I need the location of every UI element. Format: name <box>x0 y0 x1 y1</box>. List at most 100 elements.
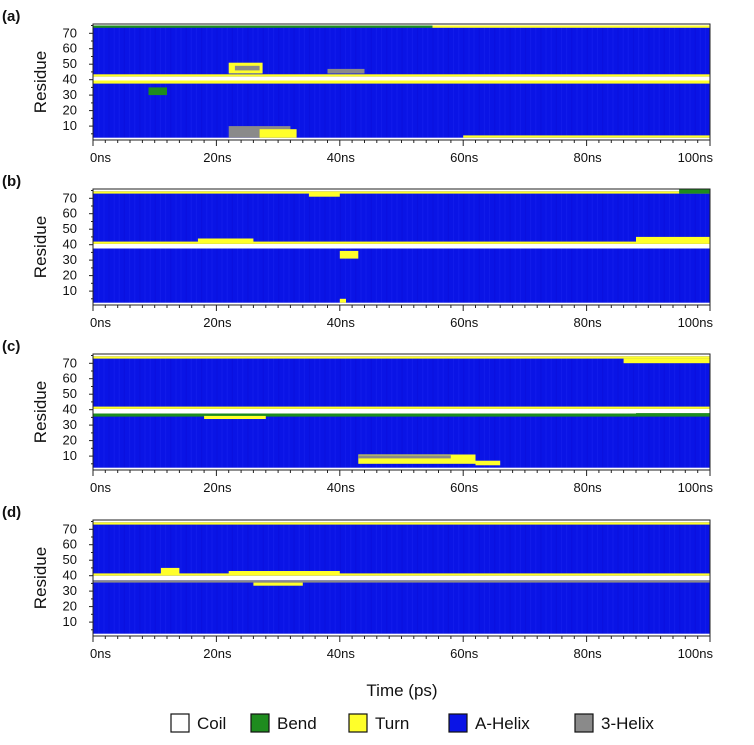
y-tick-label: 20 <box>63 268 77 283</box>
legend-item-coil: Coil <box>170 713 226 733</box>
region-three-helix <box>234 65 260 71</box>
region-turn <box>228 571 340 575</box>
y-tick-label: 60 <box>63 371 77 386</box>
panel-label: (b) <box>2 173 21 190</box>
region-turn <box>623 358 710 364</box>
legend-item-three-helix: 3-Helix <box>574 713 654 733</box>
region-turn <box>463 135 710 138</box>
region-bend <box>679 189 710 194</box>
y-tick-label: 10 <box>63 614 77 629</box>
y-tick-label: 50 <box>63 56 77 71</box>
region-turn <box>93 522 710 525</box>
x-tick-label: 80ns <box>573 150 602 165</box>
x-tick-label: 80ns <box>573 480 602 495</box>
y-tick-label: 30 <box>63 583 77 598</box>
region-turn <box>93 573 710 576</box>
y-tick-label: 40 <box>63 402 77 417</box>
region-coil <box>93 408 710 414</box>
legend-label: A-Helix <box>475 714 530 733</box>
legend-swatch <box>348 713 368 733</box>
y-tick-label: 20 <box>63 599 77 614</box>
region-bend <box>93 413 710 417</box>
region-turn <box>93 406 710 409</box>
legend-item-a-helix: A-Helix <box>448 713 530 733</box>
region-turn <box>253 582 303 586</box>
region-coil <box>93 467 710 470</box>
legend: Coil Bend Turn A-Helix 3-Helix <box>170 713 654 733</box>
region-turn <box>308 192 340 197</box>
x-tick-label: 40ns <box>327 646 356 661</box>
region-three-helix <box>93 580 710 583</box>
region-coil <box>93 24 710 26</box>
x-tick-label: 60ns <box>450 315 479 330</box>
region-turn <box>93 241 710 244</box>
y-tick-label: 40 <box>63 72 77 87</box>
x-tick-label: 20ns <box>203 646 232 661</box>
legend-label: Coil <box>197 714 226 733</box>
y-tick-label: 50 <box>63 386 77 401</box>
x-tick-label: 20ns <box>203 150 232 165</box>
region-turn <box>339 250 359 259</box>
y-tick-label: 30 <box>63 417 77 432</box>
region-turn <box>93 80 710 84</box>
legend-label: 3-Helix <box>601 714 654 733</box>
x-tick-label: 60ns <box>450 150 479 165</box>
region-turn <box>475 460 501 466</box>
x-tick-label: 0ns <box>90 480 111 495</box>
region-turn <box>204 415 266 419</box>
region-turn <box>432 25 710 28</box>
y-tick-label: 70 <box>63 25 77 40</box>
x-tick-label: 60ns <box>450 480 479 495</box>
y-tick-label: 10 <box>63 283 77 298</box>
x-tick-label: 40ns <box>327 315 356 330</box>
y-tick-label: 30 <box>63 87 77 102</box>
legend-label: Bend <box>277 714 317 733</box>
panel-label: (d) <box>2 504 21 521</box>
x-tick-label: 0ns <box>90 150 111 165</box>
x-tick-label: 100ns <box>678 315 714 330</box>
x-tick-label: 0ns <box>90 315 111 330</box>
y-tick-label: 70 <box>63 355 77 370</box>
x-tick-label: 0ns <box>90 646 111 661</box>
y-tick-label: 70 <box>63 190 77 205</box>
y-axis-title: Residue <box>31 547 50 609</box>
y-tick-label: 20 <box>63 103 77 118</box>
legend-item-bend: Bend <box>250 713 317 733</box>
region-turn <box>93 74 710 77</box>
x-tick-label: 100ns <box>678 480 714 495</box>
region-turn <box>636 236 710 244</box>
region-turn <box>160 567 180 575</box>
y-axis-title: Residue <box>31 51 50 113</box>
region-coil <box>93 633 710 636</box>
region-bend <box>636 413 710 414</box>
y-tick-label: 30 <box>63 252 77 267</box>
x-tick-label: 40ns <box>327 480 356 495</box>
region-coil <box>93 189 710 192</box>
legend-swatch <box>250 713 270 733</box>
region-turn <box>197 238 254 244</box>
y-axis-title: Residue <box>31 381 50 443</box>
y-axis-title: Residue <box>31 216 50 278</box>
region-coil <box>93 243 710 249</box>
region-coil <box>636 354 710 356</box>
region-turn <box>93 356 710 359</box>
x-tick-label: 80ns <box>573 315 602 330</box>
y-tick-label: 20 <box>63 433 77 448</box>
y-tick-label: 70 <box>63 521 77 536</box>
y-tick-label: 50 <box>63 552 77 567</box>
y-tick-label: 40 <box>63 237 77 252</box>
region-bend <box>148 87 167 96</box>
y-tick-label: 60 <box>63 206 77 221</box>
y-tick-label: 60 <box>63 41 77 56</box>
y-tick-label: 10 <box>63 448 77 463</box>
region-coil <box>93 76 710 81</box>
y-tick-label: 10 <box>63 118 77 133</box>
y-tick-label: 60 <box>63 537 77 552</box>
x-tick-label: 60ns <box>450 646 479 661</box>
legend-swatch <box>574 713 594 733</box>
region-turn <box>259 129 297 138</box>
